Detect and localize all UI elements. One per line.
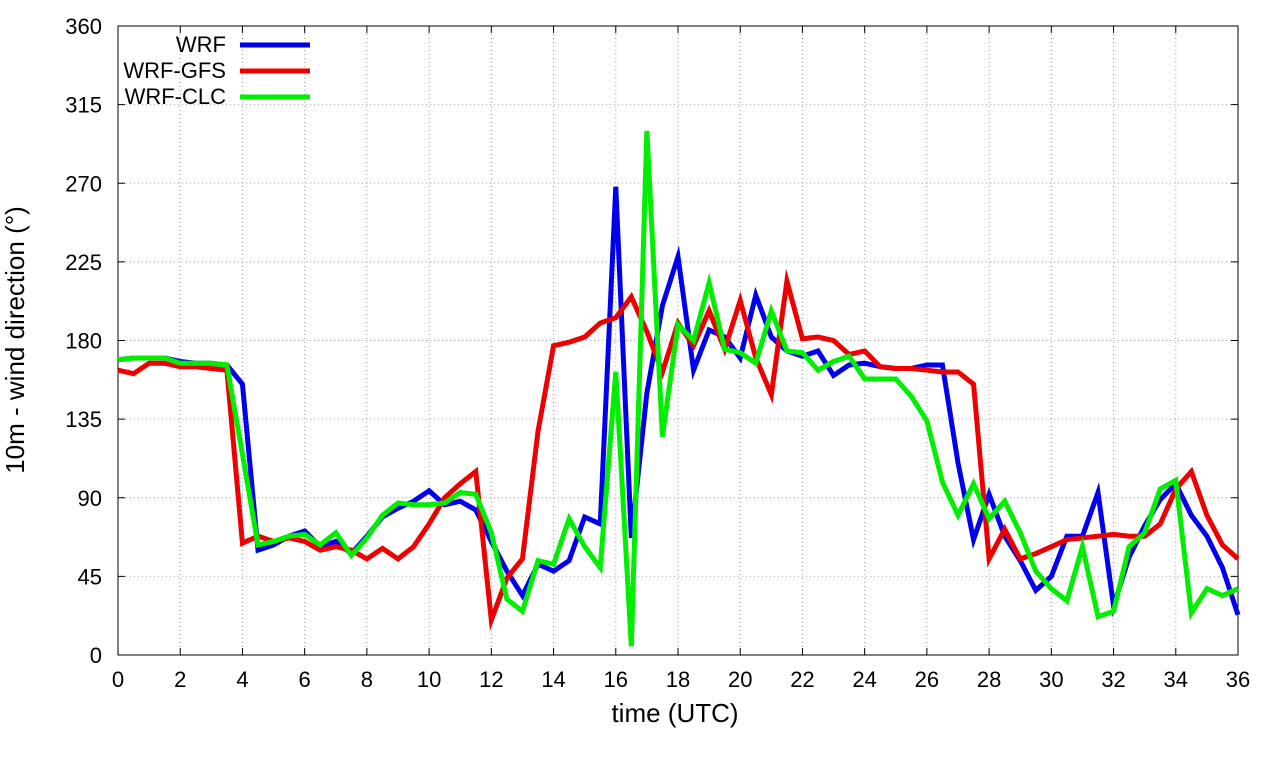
y-tick-label: 315 bbox=[65, 93, 102, 118]
x-tick-label: 34 bbox=[1164, 667, 1188, 692]
legend-label-wrf-gfs: WRF-GFS bbox=[123, 58, 226, 83]
y-axis-label: 10m - wind direction (°) bbox=[0, 206, 30, 474]
x-tick-label: 28 bbox=[977, 667, 1001, 692]
y-tick-label: 90 bbox=[78, 486, 102, 511]
x-tick-label: 6 bbox=[299, 667, 311, 692]
axis-labels: time (UTC) 10m - wind direction (°) bbox=[0, 206, 739, 728]
series-line-wrf-clc bbox=[117, 130, 1240, 647]
x-axis-label: time (UTC) bbox=[611, 698, 738, 728]
x-tick-label: 26 bbox=[915, 667, 939, 692]
x-tick-label: 4 bbox=[236, 667, 248, 692]
x-tick-label: 32 bbox=[1101, 667, 1125, 692]
legend-label-wrf-clc: WRF-CLC bbox=[125, 84, 227, 109]
x-tick-label: 30 bbox=[1039, 667, 1063, 692]
y-tick-label: 225 bbox=[65, 250, 102, 275]
axes: 0 2 4 6 8 10 12 14 16 18 20 22 24 26 28 30 32 34 360459013… bbox=[65, 14, 1250, 692]
y-tick-label: 0 bbox=[90, 643, 102, 668]
y-tick-label: 135 bbox=[65, 407, 102, 432]
x-tick-label: 10 bbox=[417, 667, 441, 692]
x-tick-label: 0 bbox=[112, 667, 124, 692]
y-tick-label: 360 bbox=[65, 14, 102, 39]
series-lines bbox=[117, 130, 1241, 647]
y-tick-label: 270 bbox=[65, 171, 102, 196]
x-tick-label: 12 bbox=[479, 667, 503, 692]
x-tick-label: 24 bbox=[852, 667, 876, 692]
x-tick-label: 14 bbox=[541, 667, 565, 692]
x-tick-label: 16 bbox=[604, 667, 628, 692]
y-tick-label: 180 bbox=[65, 329, 102, 354]
x-tick-label: 20 bbox=[728, 667, 752, 692]
x-tick-label: 22 bbox=[790, 667, 814, 692]
y-tick-label: 45 bbox=[78, 564, 102, 589]
x-tick-label: 18 bbox=[666, 667, 690, 692]
x-tick-label: 8 bbox=[361, 667, 373, 692]
x-tick-label: 2 bbox=[174, 667, 186, 692]
x-tick-label: 36 bbox=[1226, 667, 1250, 692]
legend-label-wrf: WRF bbox=[176, 32, 226, 57]
series-line-wrf bbox=[117, 186, 1241, 618]
